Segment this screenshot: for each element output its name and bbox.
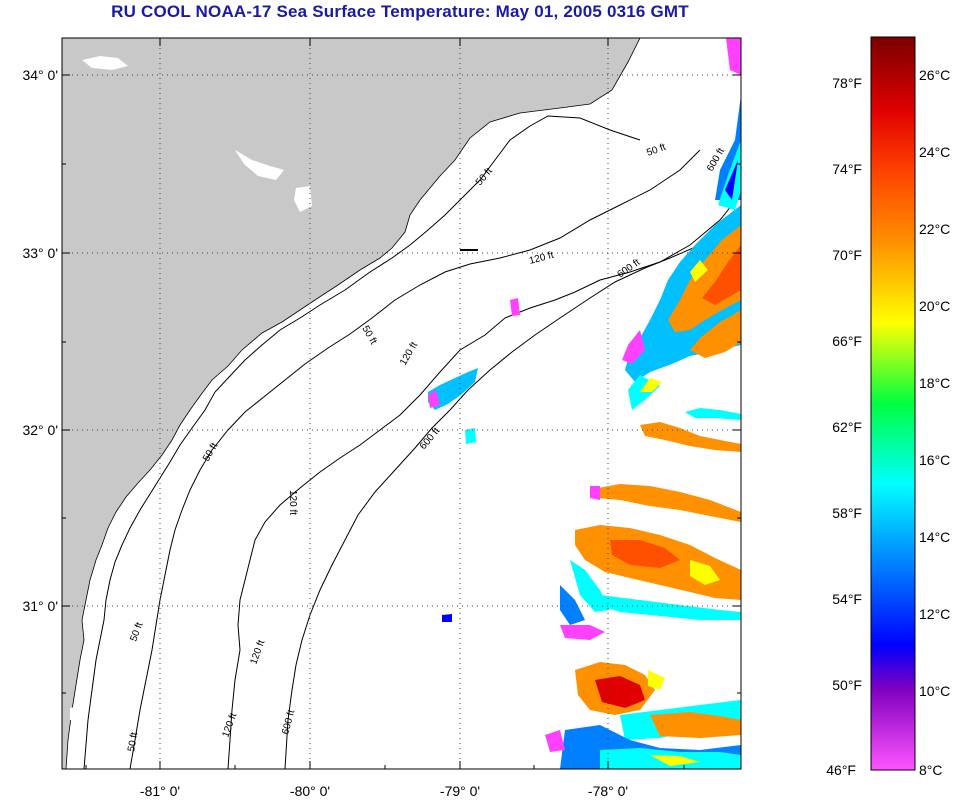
fahrenheit-label: 70°F (832, 247, 862, 263)
colorbar (870, 36, 916, 771)
lat-label: 34° 0' (22, 67, 58, 83)
axis-ticks (62, 38, 741, 769)
lat-label: 33° 0' (22, 245, 58, 261)
longitude-labels: -81° 0' -80° 0' -79° 0' -78° 0' (140, 783, 628, 799)
lon-label: -80° 0' (290, 783, 330, 799)
isobath-120ft-outer (227, 194, 741, 769)
lat-label: 31° 0' (22, 598, 58, 614)
fahrenheit-label: 66°F (832, 333, 862, 349)
fahrenheit-label: 46°F (826, 762, 856, 778)
lake (70, 706, 80, 722)
isobath-50ft (83, 115, 641, 769)
fahrenheit-label: 74°F (832, 161, 862, 177)
celsius-label: 26°C (919, 67, 950, 83)
fahrenheit-label: 78°F (832, 75, 862, 91)
fahrenheit-label: 62°F (832, 419, 862, 435)
celsius-label: 22°C (919, 221, 950, 237)
lake (235, 150, 284, 180)
celsius-label: 16°C (919, 452, 950, 468)
celsius-label: 18°C (919, 375, 950, 391)
lat-lon-grid (62, 38, 741, 769)
isobath-600ft (284, 209, 741, 769)
colorbar-fahrenheit-labels: 78°F 74°F 70°F 66°F 62°F 58°F 54°F 50°F … (826, 75, 862, 778)
lat-label: 32° 0' (22, 422, 58, 438)
celsius-label: 14°C (919, 529, 950, 545)
lon-label: -79° 0' (440, 783, 480, 799)
lake (82, 56, 128, 70)
fahrenheit-label: 58°F (832, 505, 862, 521)
lake (294, 186, 312, 212)
celsius-label: 20°C (919, 298, 950, 314)
map-frame (61, 37, 742, 770)
land-area (62, 38, 641, 769)
celsius-label: 10°C (919, 683, 950, 699)
celsius-label: 24°C (919, 144, 950, 160)
lon-label: -81° 0' (140, 783, 180, 799)
map-title: RU COOL NOAA-17 Sea Surface Temperature:… (111, 2, 689, 21)
lon-label: -78° 0' (588, 783, 628, 799)
latitude-labels: 34° 0' 33° 0' 32° 0' 31° 0' (22, 67, 58, 614)
celsius-label: 8°C (919, 762, 943, 778)
colorbar-celsius-labels: 26°C 24°C 22°C 20°C 18°C 16°C 14°C 12°C … (919, 67, 950, 778)
fahrenheit-label: 50°F (832, 677, 862, 693)
isobath-120ft (129, 149, 701, 769)
isobath-label: 50 ft (126, 731, 140, 752)
celsius-label: 12°C (919, 606, 950, 622)
fahrenheit-label: 54°F (832, 591, 862, 607)
isobath-label: 120 ft (287, 490, 298, 515)
